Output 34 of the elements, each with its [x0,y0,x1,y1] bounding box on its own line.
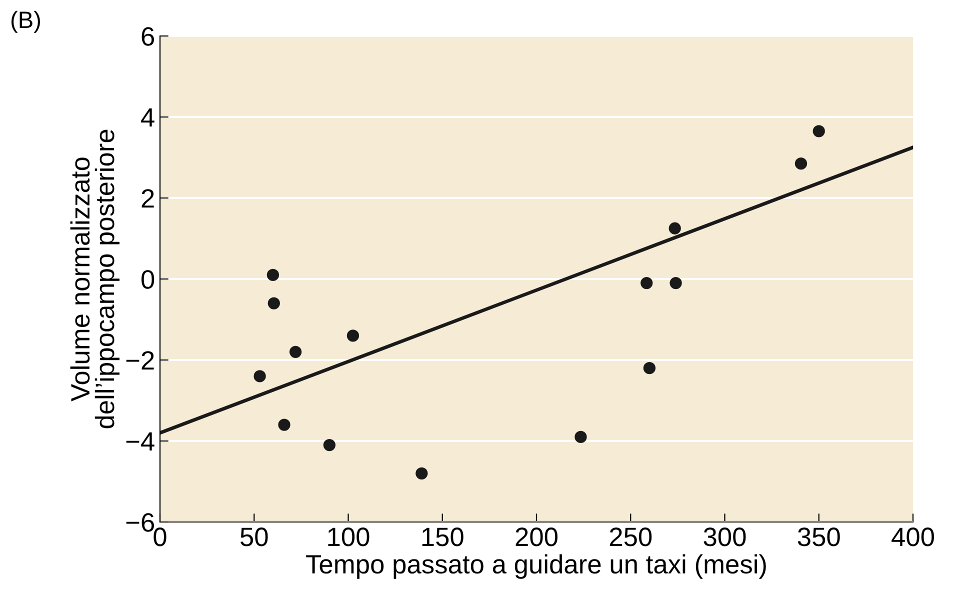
y-tick-label: −2 [126,351,154,370]
x-tick-label: 350 [798,528,840,546]
x-tick-label: 100 [328,528,370,546]
point [643,362,656,374]
text: (B) [11,10,40,33]
point [668,222,681,234]
y-axis-title: Volume normalizzato dell’ippocampo posteriore [70,130,120,428]
point [346,330,360,342]
y-tick-label: −6 [126,513,154,532]
point [266,268,280,282]
x-tick-label: 50 [240,528,268,546]
point [640,276,653,290]
y-tick-label: 4 [141,108,154,127]
y-tick-label: 6 [142,27,154,46]
x-tick-label: 300 [704,528,746,546]
x-tick-label: 200 [516,528,558,546]
x-tick-label: 250 [610,528,652,546]
point [574,430,587,444]
y-tick-label: 2 [142,189,154,208]
point [289,346,302,358]
x-tick-label: 400 [892,528,934,546]
x-axis-title: Tempo passato a guidare un taxi (mesi) [306,554,766,579]
point [794,158,808,170]
y-tick-label: 0 [141,270,154,289]
point [278,418,290,431]
point [416,467,428,480]
x-tick-label: 0 [154,528,166,546]
point [268,297,280,310]
x-tick-label: 150 [422,528,464,546]
y-tick-label: −4 [126,432,154,451]
point [812,125,825,138]
point [254,370,266,382]
point [670,276,682,290]
point [323,438,336,452]
